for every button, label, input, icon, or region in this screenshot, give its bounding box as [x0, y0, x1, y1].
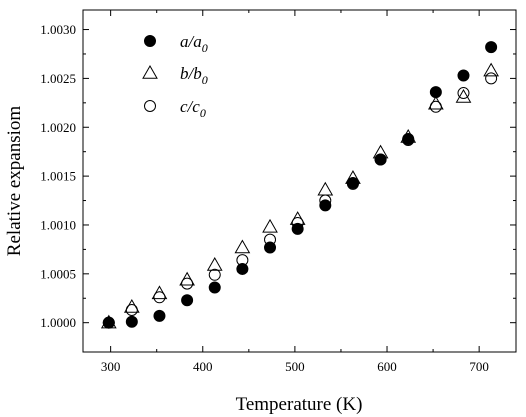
y-tick-label: 1.0020: [40, 120, 76, 135]
x-tick-label: 300: [101, 359, 121, 374]
legend-marker: [142, 64, 158, 79]
legend-marker: [144, 100, 156, 112]
data-point: [206, 257, 223, 271]
data-point: [125, 303, 138, 316]
legend-item: b/b0: [142, 64, 208, 87]
data-point: [372, 144, 389, 159]
data-point: [483, 62, 499, 77]
tick-labels: 300 400 500 600 700 1.0000 1.0005 1.0010 1.0015 1…: [40, 22, 489, 374]
legend-item: c/c0: [144, 97, 206, 120]
data-point: [236, 262, 249, 275]
data-point: [102, 316, 115, 329]
legend-label: a/a0: [180, 32, 208, 55]
x-tick-label: 500: [285, 359, 305, 374]
plot-frame: [82, 9, 517, 353]
y-tick-label: 1.0015: [40, 169, 76, 184]
data-point: [345, 170, 361, 184]
data-point: [402, 133, 415, 146]
data-point: [153, 309, 166, 322]
x-tick-label: 400: [193, 359, 213, 374]
data-point: [319, 199, 332, 212]
data-point: [125, 315, 138, 328]
data-point: [208, 268, 221, 281]
data-point: [485, 41, 498, 54]
series-0: [102, 41, 498, 329]
data-point: [153, 291, 166, 304]
legend: a/a0 b/b0 c/c0: [142, 32, 208, 120]
x-axis-title: Temperature (K): [236, 394, 363, 415]
data-point: [485, 72, 498, 85]
x-tick-label: 600: [377, 359, 397, 374]
data-point: [374, 153, 387, 166]
data-point: [346, 177, 359, 190]
data-point: [236, 254, 249, 267]
legend-item: a/a0: [144, 32, 208, 55]
y-tick-label: 1.0010: [40, 217, 76, 232]
y-tick-label: 1.0005: [40, 266, 76, 281]
data-point: [319, 194, 332, 207]
x-tick-label: 700: [469, 359, 489, 374]
y-axis-title: Relative expansiom: [4, 106, 25, 257]
legend-label: b/b0: [180, 64, 208, 87]
legend-label: c/c0: [180, 97, 206, 120]
axis-ticks: [83, 10, 516, 352]
data-point: [181, 277, 194, 290]
data-point: [457, 69, 470, 82]
legend-marker: [144, 35, 156, 47]
data-point: [234, 239, 251, 254]
data-point: [208, 281, 221, 294]
y-tick-label: 1.0030: [40, 22, 76, 37]
y-tick-label: 1.0025: [40, 71, 76, 86]
data-point: [429, 100, 442, 113]
data-point: [181, 294, 194, 307]
data-point: [264, 233, 277, 246]
data-point: [317, 181, 334, 196]
data-point: [455, 88, 472, 103]
data-marks: [100, 41, 499, 329]
series-2: [102, 72, 498, 329]
data-point: [262, 218, 278, 233]
y-tick-label: 1.0000: [40, 315, 76, 330]
data-point: [457, 87, 470, 100]
data-point: [291, 217, 304, 230]
